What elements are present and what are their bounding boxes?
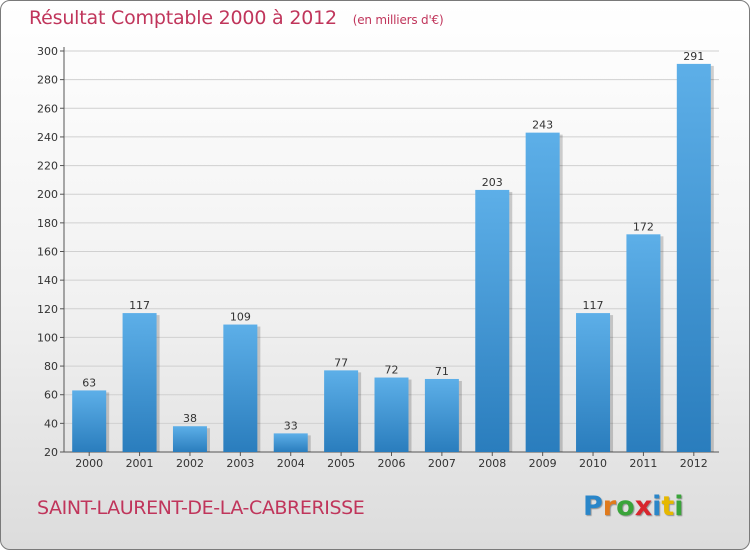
logo-letter: i	[674, 491, 684, 522]
data-label: 109	[230, 311, 251, 324]
x-tick-label: 2008	[478, 457, 506, 470]
y-tick-label: 20	[44, 446, 58, 459]
data-label: 172	[633, 220, 654, 233]
bar	[324, 370, 359, 452]
bar	[525, 132, 560, 452]
bar	[72, 390, 107, 452]
x-tick-label: 2000	[75, 457, 103, 470]
x-tick-label: 2005	[327, 457, 355, 470]
x-tick-label: 2004	[277, 457, 305, 470]
y-tick-label: 260	[37, 102, 58, 115]
chart-subtitle: (en milliers d'€)	[352, 13, 444, 27]
logo-letter: x	[634, 491, 653, 522]
y-tick-label: 280	[37, 74, 58, 87]
chart-title: Résultat Comptable 2000 à 2012 (en milli…	[29, 7, 444, 29]
y-tick-label: 100	[37, 331, 58, 344]
y-tick-label: 120	[37, 303, 58, 316]
y-tick-label: 200	[37, 188, 58, 201]
x-tick-label: 2003	[226, 457, 254, 470]
bar	[626, 234, 661, 452]
data-label: 63	[82, 376, 96, 389]
x-tick-label: 2011	[629, 457, 657, 470]
proxiti-logo: Proxiti	[583, 491, 684, 522]
y-tick-label: 300	[37, 45, 58, 58]
x-tick-label: 2006	[378, 457, 406, 470]
data-label: 117	[583, 299, 604, 312]
data-label: 77	[334, 356, 348, 369]
y-tick-label: 80	[44, 360, 58, 373]
logo-letter: t	[661, 491, 675, 522]
logo-letter: o	[616, 491, 635, 522]
data-label: 203	[482, 176, 503, 189]
data-label: 243	[532, 119, 553, 132]
y-tick-label: 140	[37, 274, 58, 287]
x-tick-label: 2009	[529, 457, 557, 470]
data-label: 71	[435, 365, 449, 378]
bar	[424, 378, 459, 452]
logo-letter: i	[652, 491, 662, 522]
data-label: 291	[683, 50, 704, 63]
bar	[676, 63, 711, 453]
x-tick-label: 2002	[176, 457, 204, 470]
data-labels: 63 117 38 109 33 77 72 71 203 243 117 172 291	[82, 50, 704, 432]
bars	[72, 63, 714, 453]
x-tick-label: 2010	[579, 457, 607, 470]
data-label: 117	[129, 299, 150, 312]
data-label: 38	[183, 412, 197, 425]
bar	[475, 189, 510, 453]
bar	[273, 433, 308, 452]
chart-title-text: Résultat Comptable 2000 à 2012	[29, 7, 337, 29]
bar	[223, 324, 258, 452]
y-tick-label: 180	[37, 217, 58, 230]
x-tick-label: 2007	[428, 457, 456, 470]
logo-letter: r	[602, 491, 617, 522]
data-label: 72	[385, 364, 399, 377]
logo-letter: P	[583, 491, 603, 522]
data-label: 33	[284, 419, 298, 432]
x-tick-label: 2001	[126, 457, 154, 470]
y-tick-label: 160	[37, 246, 58, 259]
x-tick-label: 2012	[680, 457, 708, 470]
bar	[576, 313, 611, 452]
bar	[374, 377, 409, 452]
y-tick-label: 40	[44, 417, 58, 430]
y-tick-label: 220	[37, 160, 58, 173]
bar	[122, 313, 157, 452]
y-tick-label: 240	[37, 131, 58, 144]
commune-name: SAINT-LAURENT-DE-LA-CABRERISSE	[37, 497, 365, 519]
y-tick-label: 60	[44, 389, 58, 402]
bar	[172, 426, 207, 452]
